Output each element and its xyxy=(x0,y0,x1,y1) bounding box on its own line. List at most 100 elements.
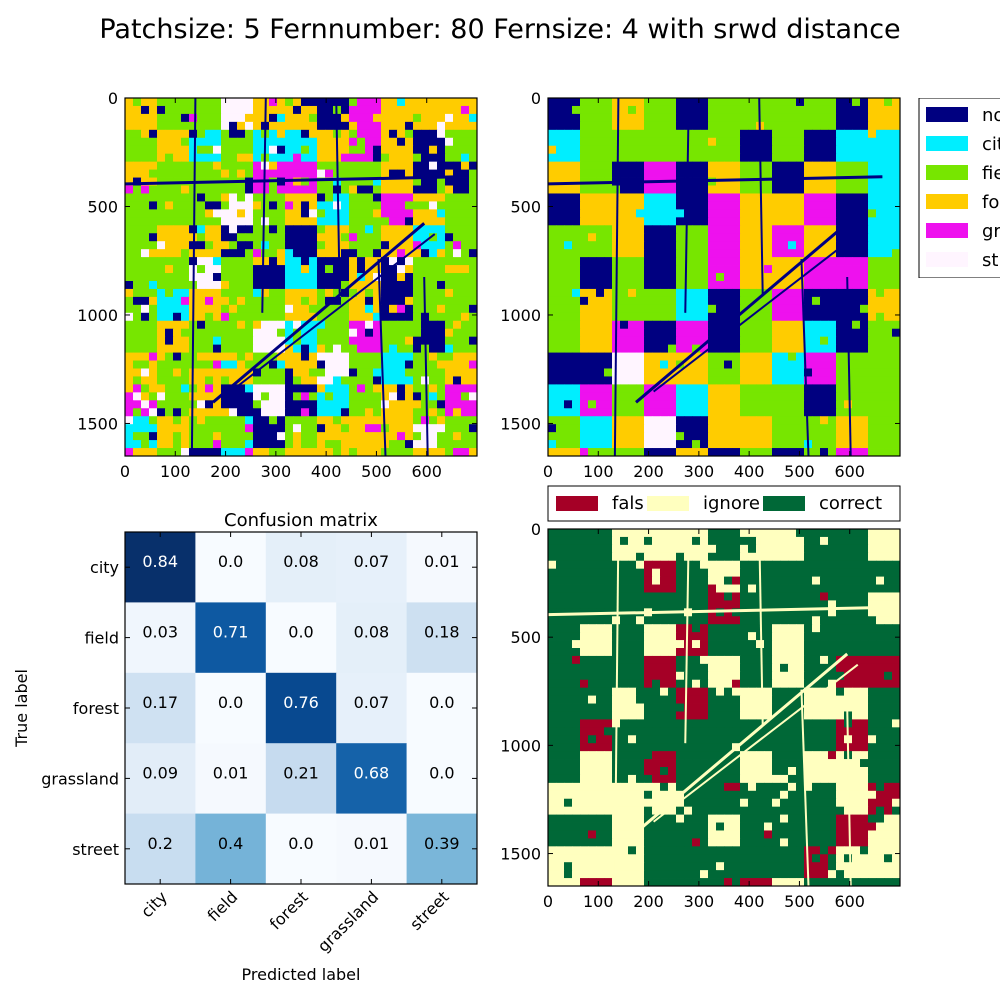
map-pixel xyxy=(397,296,406,306)
map-pixel xyxy=(157,98,166,107)
map-pixel xyxy=(708,624,717,633)
map-pixel xyxy=(748,536,757,546)
map-pixel xyxy=(373,416,382,425)
map-pixel xyxy=(389,400,398,409)
map-pixel xyxy=(844,153,853,163)
map-pixel xyxy=(692,145,701,155)
map-pixel xyxy=(381,185,390,194)
map-pixel xyxy=(580,344,589,353)
map-pixel xyxy=(764,121,773,131)
map-pixel xyxy=(620,448,629,456)
map-pixel xyxy=(660,671,669,681)
map-pixel xyxy=(772,384,781,393)
map-pixel xyxy=(381,201,390,210)
map-pixel xyxy=(173,392,182,401)
map-pixel xyxy=(788,529,797,538)
map-pixel xyxy=(269,129,278,139)
map-pixel xyxy=(604,169,613,178)
map-pixel xyxy=(788,249,797,258)
map-pixel xyxy=(716,280,725,290)
map-pixel xyxy=(588,201,597,210)
map-pixel xyxy=(125,177,134,186)
map-pixel xyxy=(381,265,390,274)
map-pixel xyxy=(301,161,310,170)
map-pixel xyxy=(708,241,717,250)
map-pixel xyxy=(421,129,430,139)
map-pixel xyxy=(365,392,374,401)
map-pixel xyxy=(173,288,182,298)
map-pixel xyxy=(868,448,877,456)
map-pixel xyxy=(884,663,893,673)
map-pixel xyxy=(221,249,230,258)
map-pixel xyxy=(884,209,893,218)
map-pixel xyxy=(852,209,861,218)
map-pixel xyxy=(572,153,581,163)
map-pixel xyxy=(301,424,310,433)
map-pixel xyxy=(588,576,597,585)
map-pixel xyxy=(365,320,374,330)
map-pixel xyxy=(828,416,837,425)
map-pixel xyxy=(141,344,150,353)
map-pixel xyxy=(660,233,669,242)
map-pixel xyxy=(820,185,829,194)
map-pixel xyxy=(868,592,877,601)
map-pixel xyxy=(165,241,174,250)
map-pixel xyxy=(469,296,477,306)
map-pixel xyxy=(884,344,893,353)
map-pixel xyxy=(341,169,350,178)
map-pixel xyxy=(149,432,158,441)
map-pixel xyxy=(844,137,853,147)
map-pixel xyxy=(764,424,773,433)
map-pixel xyxy=(548,257,557,266)
map-pixel xyxy=(708,352,717,361)
map-pixel xyxy=(461,360,470,369)
map-pixel xyxy=(708,384,717,393)
map-pixel xyxy=(405,408,414,417)
map-pixel xyxy=(892,201,900,210)
map-pixel xyxy=(868,368,877,377)
map-pixel xyxy=(700,169,709,178)
map-pixel xyxy=(628,600,637,609)
map-pixel xyxy=(556,608,565,617)
map-pixel xyxy=(556,384,565,393)
map-pixel xyxy=(301,217,310,226)
map-pixel xyxy=(197,320,206,330)
map-pixel xyxy=(788,217,797,226)
map-pixel xyxy=(213,217,222,226)
map-pixel xyxy=(381,296,390,306)
map-pixel xyxy=(237,98,246,107)
map-pixel xyxy=(197,432,206,441)
map-pixel xyxy=(325,408,334,417)
map-pixel xyxy=(604,529,613,538)
map-pixel xyxy=(357,344,366,353)
map-pixel xyxy=(756,257,765,266)
map-pixel xyxy=(381,288,390,298)
map-pixel xyxy=(764,376,773,385)
map-pixel xyxy=(612,161,621,170)
y-tick-label: 1000 xyxy=(77,306,118,325)
map-pixel xyxy=(764,552,773,562)
map-pixel xyxy=(165,273,174,282)
map-pixel xyxy=(221,320,230,330)
map-pixel xyxy=(572,424,581,433)
map-pixel xyxy=(389,105,398,115)
map-pixel xyxy=(389,169,398,178)
map-pixel xyxy=(652,217,661,226)
map-pixel xyxy=(772,448,781,456)
map-pixel xyxy=(804,328,813,338)
map-pixel xyxy=(588,225,597,234)
map-pixel xyxy=(429,193,438,202)
map-pixel xyxy=(724,440,733,449)
map-pixel xyxy=(692,137,701,147)
map-pixel xyxy=(293,161,302,170)
map-pixel xyxy=(716,209,725,218)
map-pixel xyxy=(716,640,725,649)
map-pixel xyxy=(397,432,406,441)
map-pixel xyxy=(724,624,733,633)
map-pixel xyxy=(548,679,557,689)
map-pixel xyxy=(445,416,454,425)
map-pixel xyxy=(652,663,661,673)
map-pixel xyxy=(604,257,613,266)
map-pixel xyxy=(604,352,613,361)
map-pixel xyxy=(365,328,374,338)
